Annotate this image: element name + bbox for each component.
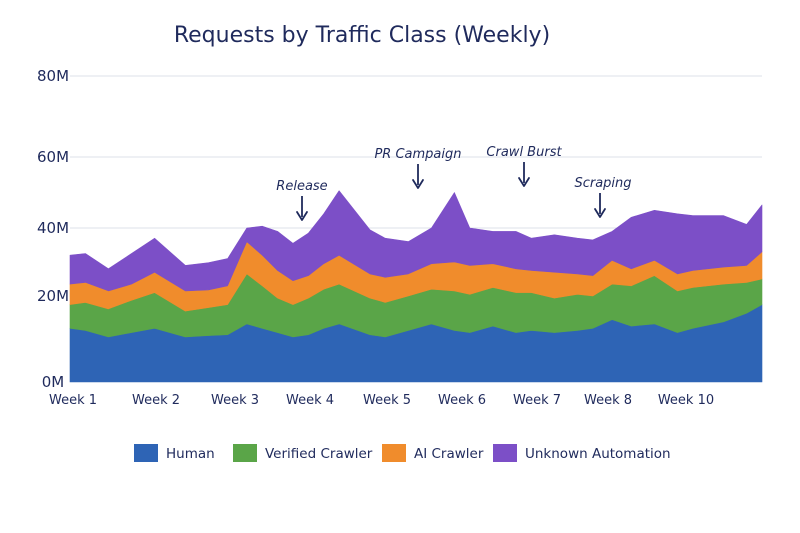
y-tick-label: 20M xyxy=(37,287,69,305)
legend-swatch xyxy=(493,444,517,462)
y-tick-label: 0M xyxy=(42,373,65,391)
x-axis-ticks: Week 1 Week 2 Week 3 Week 4 Week 5 Week 6 Week… xyxy=(49,393,714,408)
y-axis-ticks: 0M 20M 40M 60M 80M xyxy=(37,67,69,391)
down-arrow-icon xyxy=(518,177,530,187)
legend-label: Human xyxy=(166,446,215,462)
legend-item-human: Human xyxy=(134,444,215,462)
area-series-unknown-automation xyxy=(69,190,763,292)
y-tick-label: 60M xyxy=(37,148,69,166)
legend-label: AI Crawler xyxy=(414,446,484,462)
annotation-label: Release xyxy=(276,179,327,194)
legend-item-verified-crawler: Verified Crawler xyxy=(233,444,373,462)
down-arrow-icon xyxy=(594,208,606,218)
x-tick-label: Week 10 xyxy=(658,393,714,408)
x-tick-label: Week 2 xyxy=(132,393,180,408)
annotation-pr-campaign: PR Campaign xyxy=(374,147,462,189)
y-tick-label: 40M xyxy=(37,219,69,237)
annotation-label: Crawl Burst xyxy=(486,145,562,160)
x-tick-label: Week 4 xyxy=(286,393,334,408)
x-tick-label: Week 7 xyxy=(513,393,561,408)
x-tick-label: Week 5 xyxy=(363,393,411,408)
legend-label: Verified Crawler xyxy=(265,446,373,462)
annotation-label: Scraping xyxy=(574,176,631,191)
x-tick-label: Week 8 xyxy=(584,393,632,408)
legend-item-ai-crawler: AI Crawler xyxy=(382,444,484,462)
legend-item-unknown-automation: Unknown Automation xyxy=(493,444,671,462)
legend-swatch xyxy=(233,444,257,462)
chart-title: Requests by Traffic Class (Weekly) xyxy=(174,23,550,48)
annotations: Release PR Campaign Crawl Burst Scraping xyxy=(276,145,632,221)
x-tick-label: Week 6 xyxy=(438,393,486,408)
annotation-scraping: Scraping xyxy=(574,176,632,218)
x-tick-label: Week 3 xyxy=(211,393,259,408)
legend-swatch xyxy=(382,444,406,462)
legend-label: Unknown Automation xyxy=(525,446,671,462)
annotation-label: PR Campaign xyxy=(374,147,461,162)
x-tick-label: Week 1 xyxy=(49,393,97,408)
down-arrow-icon xyxy=(412,179,424,189)
legend: Human Verified Crawler AI Crawler Unknown A… xyxy=(134,444,671,462)
annotation-crawl-burst: Crawl Burst xyxy=(486,145,562,187)
legend-swatch xyxy=(134,444,158,462)
y-tick-label: 80M xyxy=(37,67,69,85)
annotation-release: Release xyxy=(276,179,328,221)
down-arrow-icon xyxy=(296,211,308,221)
area-layer xyxy=(69,190,763,383)
